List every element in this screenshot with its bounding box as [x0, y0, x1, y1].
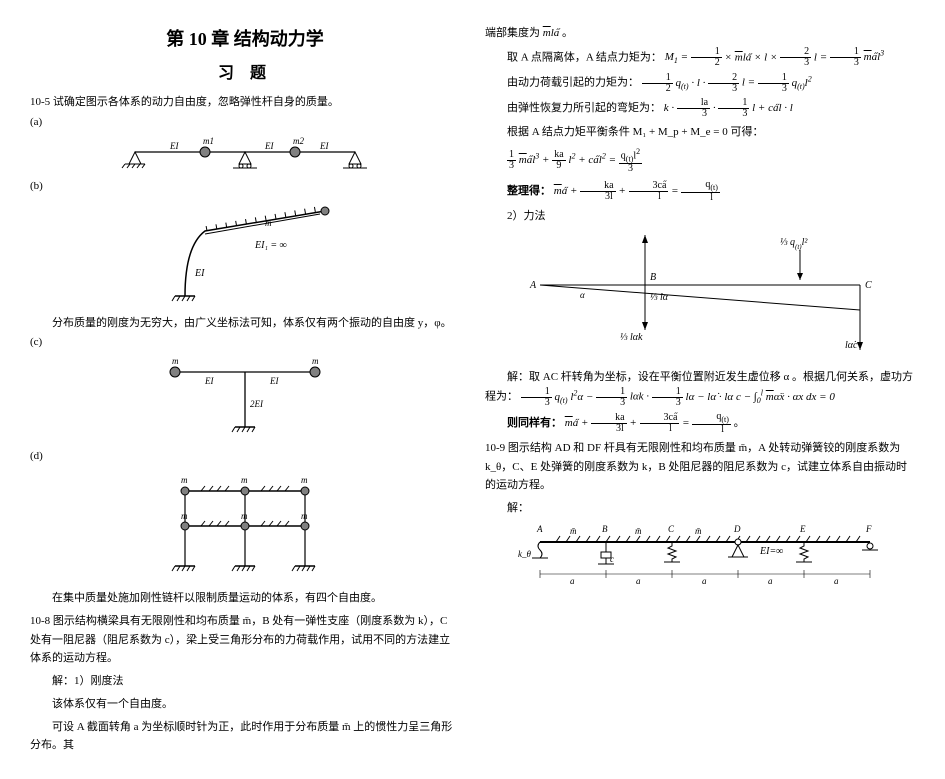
- ei-label-2: EI: [264, 141, 274, 151]
- sol-10-9-label: 解：: [485, 499, 915, 518]
- eq-balance: 13 ma̋l3 + ka9 l2 + ca̋l2 = q(t)l23: [507, 148, 915, 174]
- problem-10-5-text: 10-5 试确定图示各体系的动力自由度，忽略弹性杆自身的质量。: [30, 93, 460, 112]
- svg-text:m: m: [301, 511, 308, 521]
- m1-label: m1: [203, 136, 214, 146]
- svg-text:D: D: [733, 524, 741, 534]
- svg-text:m̄: m̄: [695, 526, 702, 536]
- svg-text:a: a: [570, 576, 575, 586]
- svg-text:m: m: [301, 475, 308, 485]
- svg-text:m: m: [241, 475, 248, 485]
- subtitle: 习 题: [30, 59, 460, 83]
- svg-text:m̄: m̄: [570, 526, 577, 536]
- problem-10-9-text: 10-9 图示结构 AD 和 DF 杆具有无限刚性和均布质量 m̄，A 处转动弹…: [485, 439, 915, 495]
- svg-text:m: m: [172, 356, 179, 366]
- figure-force-method: A B C α ⅓ q(t)l² ⅓ lα ⅓ lαk lα̇c: [485, 230, 915, 360]
- right-column: 端部集度为 mla̋ 。 取 A 点隔离体，A 结点力矩为： M1 = 12 ×…: [485, 20, 915, 759]
- svg-text:⅓ q(t)l²: ⅓ q(t)l²: [780, 237, 808, 251]
- svg-text:k_θ: k_θ: [518, 549, 531, 559]
- svg-text:c: c: [610, 554, 614, 564]
- sol-10-8-line1: 该体系仅有一个自由度。: [30, 695, 460, 714]
- svg-text:a: a: [702, 576, 707, 586]
- svg-text:EI: EI: [204, 376, 214, 386]
- mbar-label: m̄: [265, 218, 272, 228]
- problem-10-8-text: 10-8 图示结构横梁具有无限刚性和均布质量 m̄，B 处有一弹性支座（刚度系数…: [30, 612, 460, 668]
- ei1-inf-label: EI₁ = ∞: [254, 240, 287, 251]
- svg-text:A: A: [536, 524, 543, 534]
- ei-label-1: EI: [169, 141, 179, 151]
- svg-text:m: m: [241, 511, 248, 521]
- note-b: 分布质量的刚度为无穷大，由广义坐标法可知，体系仅有两个振动的自由度 y，φ。: [30, 314, 460, 333]
- figure-10-5a: m1 m2 EI EI EI: [30, 132, 460, 172]
- svg-text:F: F: [865, 524, 872, 534]
- m2-label: m2: [293, 136, 304, 146]
- label-c: (c): [30, 336, 460, 348]
- svg-text:a: a: [636, 576, 641, 586]
- svg-text:m: m: [181, 475, 188, 485]
- label-d: (d): [30, 450, 460, 462]
- figure-10-9: A B C D E F m̄ m̄ m̄ EI=∞ k_θ c a a a: [485, 522, 915, 587]
- label-a: (a): [30, 116, 460, 128]
- same-line: 则同样有： ma̋ + ka3l + 3ca̋l = q(t)l 。: [485, 412, 915, 435]
- svg-text:E: E: [799, 524, 806, 534]
- figure-10-5b: m̄ EI₁ = ∞ EI: [30, 196, 460, 306]
- method2-label: 2）力法: [485, 207, 915, 226]
- spring-moment-line: 由弹性恢复力所引起的弯矩为： k · la3 · 13 l + ca̋l · l: [485, 98, 915, 119]
- note-d: 在集中质量处施加刚性链杆以限制质量运动的体系，有四个自由度。: [30, 589, 460, 608]
- label-b: (b): [30, 180, 460, 192]
- simplify-line: 整理得： ma̋ + ka3l + 3ca̋l = q(t)l: [485, 180, 915, 203]
- ei-label-b: EI: [194, 268, 205, 279]
- svg-text:EI: EI: [269, 376, 279, 386]
- svg-text:B: B: [650, 272, 656, 283]
- svg-text:m: m: [181, 511, 188, 521]
- moment-line: 取 A 点隔离体，A 结点力矩为： M1 = 12 × mla̋ × l × 2…: [485, 47, 915, 69]
- svg-text:⅓ lα: ⅓ lα: [650, 292, 669, 303]
- right-top-line: 端部集度为 mla̋ 。: [485, 24, 915, 43]
- svg-text:⅓ lαk: ⅓ lαk: [620, 332, 643, 343]
- figure-10-5c: m m EI EI 2EI: [30, 352, 460, 442]
- svg-text:m: m: [312, 356, 319, 366]
- svg-text:a: a: [834, 576, 839, 586]
- svg-text:α: α: [580, 290, 585, 300]
- sol-10-8-line2: 可设 A 截面转角 a 为坐标顺时针为正，此时作用于分布质量 m̄ 上的惯性力呈…: [30, 718, 460, 755]
- load-moment-line: 由动力荷载引起的力矩为： 12 q(t) · l · 23 l = 13 q(t…: [485, 72, 915, 94]
- figure-10-5d: m m m m m m: [30, 466, 460, 581]
- svg-text:C: C: [668, 524, 675, 534]
- svg-text:C: C: [865, 280, 872, 291]
- balance-line: 根据 A 结点力矩平衡条件 M₁ + M_p + M_e = 0 可得：: [485, 123, 915, 142]
- sol-10-8-label: 解：1）刚度法: [30, 672, 460, 691]
- svg-text:m̄: m̄: [635, 526, 642, 536]
- svg-text:lα̇c: lα̇c: [845, 340, 858, 351]
- svg-text:a: a: [768, 576, 773, 586]
- svg-text:A: A: [529, 280, 537, 291]
- chapter-title: 第 10 章 结构动力学: [30, 25, 460, 51]
- svg-text:2EI: 2EI: [250, 399, 264, 409]
- sol2-intro: 解：取 AC 杆转角为坐标，设在平衡位置附近发生虚位移 α 。根据几何关系，虚功…: [485, 368, 915, 408]
- svg-text:B: B: [602, 524, 608, 534]
- ei-label-3: EI: [319, 141, 329, 151]
- left-column: 第 10 章 结构动力学 习 题 10-5 试确定图示各体系的动力自由度，忽略弹…: [30, 20, 460, 759]
- svg-text:EI=∞: EI=∞: [759, 546, 783, 557]
